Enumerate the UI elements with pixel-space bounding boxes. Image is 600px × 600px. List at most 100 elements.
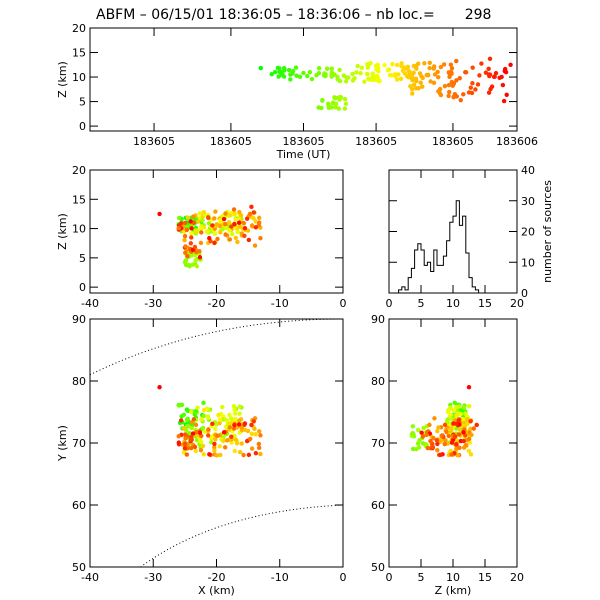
source-point	[223, 225, 229, 231]
source-point	[229, 440, 234, 445]
source-point	[227, 412, 232, 418]
source-point	[205, 229, 211, 234]
source-point	[461, 438, 466, 444]
source-point	[439, 433, 444, 439]
source-point	[213, 426, 218, 432]
source-point	[275, 65, 281, 71]
source-point	[410, 446, 416, 452]
source-point	[229, 224, 234, 229]
source-point	[237, 224, 243, 229]
source-point	[234, 441, 240, 446]
source-point	[443, 438, 448, 443]
source-point	[249, 446, 255, 451]
source-point	[435, 447, 440, 453]
source-point	[215, 433, 220, 439]
y-tick-label: 50	[371, 561, 385, 574]
source-point	[474, 422, 479, 428]
source-point	[232, 448, 238, 454]
source-point	[239, 441, 244, 446]
x-tick-label: 183605	[432, 135, 474, 148]
source-point	[415, 441, 421, 446]
source-point	[368, 60, 373, 66]
source-point	[413, 76, 419, 81]
source-point	[329, 66, 334, 72]
source-point	[475, 82, 481, 87]
source-point	[454, 58, 459, 64]
source-point	[446, 82, 452, 88]
source-point	[184, 417, 190, 422]
source-point	[463, 442, 469, 448]
source-point	[447, 89, 452, 95]
source-point	[432, 64, 437, 69]
source-point	[199, 416, 204, 422]
y-tick-label: 15	[72, 47, 86, 60]
source-point	[415, 427, 421, 433]
source-point	[233, 235, 239, 241]
y-tick-label: 70	[371, 437, 385, 450]
source-point	[176, 440, 182, 445]
source-point	[330, 100, 336, 106]
source-point	[332, 95, 337, 100]
source-point	[486, 72, 492, 77]
source-point	[410, 424, 416, 429]
source-point	[253, 225, 259, 230]
source-point	[465, 417, 470, 422]
source-point	[257, 215, 262, 221]
y-tick-label: 90	[72, 313, 86, 326]
source-point	[221, 430, 227, 435]
source-point	[256, 220, 262, 225]
source-point	[469, 432, 474, 438]
y-tick-label: 5	[79, 96, 86, 109]
source-point	[226, 220, 232, 225]
x-tick-label: -30	[144, 297, 162, 310]
y-tick-label: 60	[371, 499, 385, 512]
source-point	[227, 237, 233, 242]
x-tick-label: 183606	[496, 135, 538, 148]
y-tick-label: 0	[79, 120, 86, 133]
source-point	[294, 73, 299, 78]
source-point	[222, 445, 228, 450]
source-point	[212, 240, 217, 246]
x-tick-label: -40	[81, 571, 99, 584]
source-point	[502, 66, 508, 72]
source-point	[242, 233, 247, 239]
source-point	[207, 235, 212, 241]
x-tick-label: -20	[208, 571, 226, 584]
source-point	[449, 427, 454, 433]
source-point	[252, 243, 258, 248]
source-point	[427, 60, 432, 66]
source-point	[244, 216, 250, 221]
source-point	[468, 419, 473, 424]
source-point	[448, 405, 453, 410]
source-point	[454, 421, 459, 427]
source-point	[434, 438, 440, 443]
source-point	[454, 442, 459, 447]
source-point	[176, 226, 181, 231]
source-point	[232, 221, 237, 227]
source-point	[206, 215, 211, 220]
source-point	[293, 65, 299, 70]
source-point	[362, 79, 367, 84]
source-point	[461, 405, 466, 410]
source-point	[235, 239, 240, 245]
source-point	[231, 207, 237, 212]
source-point	[276, 74, 281, 79]
source-point	[231, 404, 237, 409]
source-point	[455, 453, 460, 458]
source-point	[194, 264, 200, 269]
source-point	[504, 92, 509, 97]
y-tick-label: 20	[521, 226, 535, 239]
source-point	[182, 445, 188, 451]
plan-view-panel: -40 -30 -20 -10 0 50 60 70 80 90 X (km) Y (km)	[56, 313, 347, 597]
source-point	[468, 85, 473, 90]
source-point	[200, 443, 206, 449]
x-tick-label: 15	[478, 571, 492, 584]
source-point	[431, 435, 436, 441]
source-point	[394, 62, 400, 68]
source-point	[233, 416, 238, 422]
source-point	[253, 219, 258, 224]
source-point	[241, 452, 246, 458]
source-point	[410, 78, 415, 83]
y-tick-label: 70	[72, 437, 86, 450]
source-point	[479, 61, 484, 66]
